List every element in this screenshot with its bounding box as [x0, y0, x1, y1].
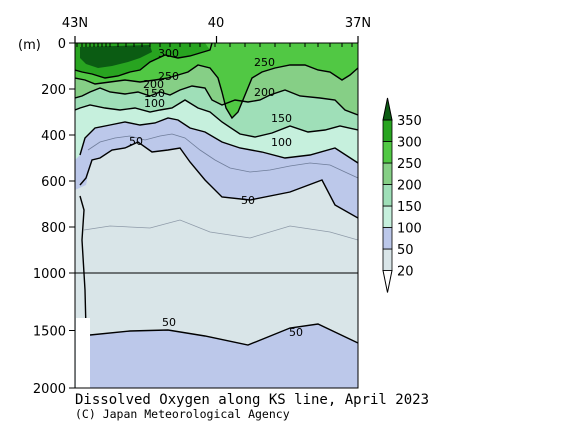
no-data-strip	[76, 318, 90, 388]
contour-label: 50	[289, 326, 303, 339]
contour-label: 200	[254, 86, 275, 99]
contour-line-35	[83, 219, 358, 241]
y-tick-label: 0	[58, 37, 66, 52]
contour-label: 100	[271, 136, 292, 149]
contour-line-200	[75, 85, 358, 116]
colorbar-bottom-arrow	[382, 270, 393, 293]
plot-area	[75, 43, 358, 388]
y-tick-label: 600	[41, 175, 66, 190]
contour-label: 50	[241, 194, 255, 207]
contour-line-75	[87, 133, 358, 179]
colorbar-swatch	[382, 248, 393, 271]
colorbar-swatch	[382, 119, 393, 142]
band-50-100-deep	[90, 324, 358, 388]
colorbar-top-arrow	[382, 97, 393, 121]
depth-axis: 0 200 400 600 800 1000 1500 2000	[33, 37, 75, 397]
colorbar-swatch	[382, 141, 393, 164]
contour-label: 50	[129, 135, 143, 148]
contour-line-50-deep	[89, 323, 358, 346]
y-unit-label: (m)	[18, 38, 41, 53]
contour-label: 150	[271, 112, 292, 125]
contour-line-150	[75, 99, 358, 138]
contour-label: 100	[144, 97, 165, 110]
y-tick-label: 1000	[33, 267, 66, 282]
colorbar-level-label: 300	[397, 136, 422, 151]
contour-line-50-upper	[79, 141, 358, 219]
contour-line-100	[79, 117, 358, 164]
x-tick-label: 37N	[345, 16, 371, 31]
colorbar-level-label: 50	[397, 243, 414, 258]
contour-label: 300	[158, 47, 179, 60]
y-tick-label: 800	[41, 221, 66, 236]
colorbar-swatch	[382, 227, 393, 250]
y-tick-label: 400	[41, 129, 66, 144]
chart-credit: (C) Japan Meteorological Agency	[75, 407, 290, 421]
colorbar-level-label: 20	[397, 265, 414, 280]
colorbar-level-label: 150	[397, 200, 422, 215]
colorbar-swatch	[382, 205, 393, 228]
chart-title: Dissolved Oxygen along KS line, April 20…	[75, 392, 429, 408]
colorbar-level-label: 250	[397, 157, 422, 172]
contour-label: 250	[254, 56, 275, 69]
colorbar-level-label: 200	[397, 179, 422, 194]
latitude-axis	[74, 36, 359, 47]
colorbar-swatch	[382, 184, 393, 207]
contour-label: 50	[162, 316, 176, 329]
contour-line-250	[75, 64, 358, 120]
x-tick-label: 43N	[62, 16, 88, 31]
colorbar-swatch	[382, 162, 393, 185]
contour-line-300	[75, 43, 213, 79]
y-tick-label: 2000	[33, 382, 66, 397]
band-350plus	[80, 45, 152, 68]
x-tick-label: 40	[208, 16, 225, 31]
colorbar-legend: 20 50 100 150 200 250 300 350	[382, 97, 422, 293]
contour-label: 200	[143, 78, 164, 91]
colorbar-level-label: 350	[397, 114, 422, 129]
y-tick-label: 200	[41, 83, 66, 98]
contour-labels: 300 250 200 150 100 50 250 200 150 100 5…	[129, 47, 303, 339]
contour-label: 150	[144, 87, 165, 100]
colorbar-level-label: 100	[397, 222, 422, 237]
y-tick-label: 1500	[33, 325, 66, 340]
contour-label: 250	[158, 70, 179, 83]
